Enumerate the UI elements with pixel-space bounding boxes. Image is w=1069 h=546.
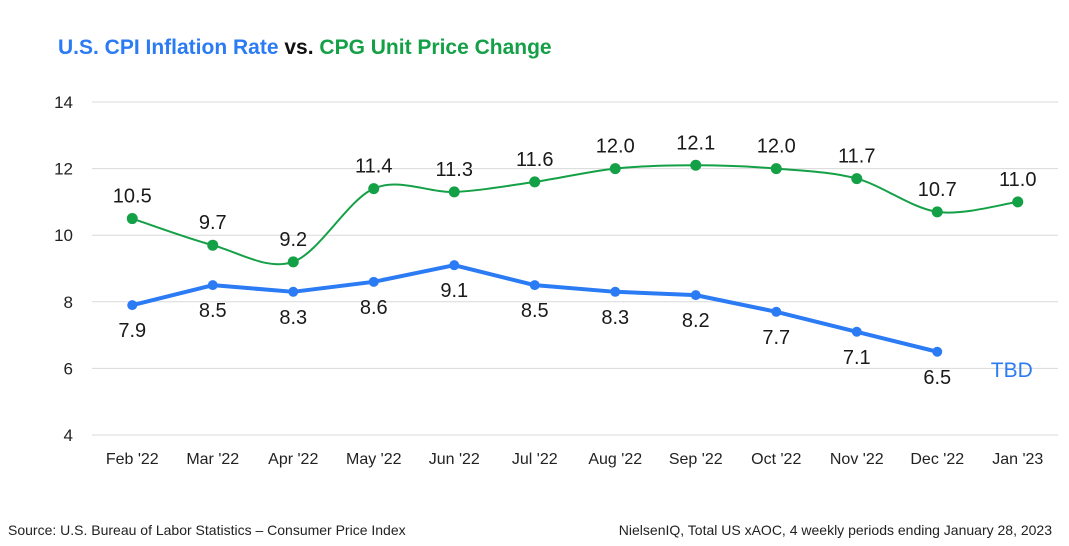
title-cpg: CPG Unit Price Change [319, 36, 552, 59]
data-point-cpi [127, 300, 138, 311]
line-chart: 4 6 8 10 12 14 Feb '22 Mar '22 Apr '22 May '22 Ju… [54, 93, 1058, 468]
x-tick-label: Aug '22 [588, 451, 642, 468]
data-point-cpi [449, 260, 460, 271]
data-label-cpg: 11.4 [355, 156, 392, 178]
x-tick-label: Dec '22 [910, 451, 964, 468]
data-point-cpg [126, 213, 138, 225]
title-cpi: U.S. CPI Inflation Rate [58, 36, 279, 59]
data-label-cpi: 8.5 [521, 300, 549, 322]
x-tick-label: Mar '22 [186, 451, 239, 468]
data-label-cpg: 12.0 [596, 136, 635, 158]
data-label-cpg: 10.5 [113, 186, 152, 208]
data-label-cpg: 11.7 [838, 146, 875, 168]
data-point-cpi [610, 286, 621, 297]
data-labels: 10.5 9.7 9.2 11.4 11.3 11.6 12.0 12.1 12.0 11.7 10… [113, 132, 1037, 388]
data-point-cpg [207, 239, 219, 251]
title-vs: vs. [278, 36, 320, 59]
data-label-cpg: 12.0 [757, 136, 796, 158]
data-point-cpi [207, 280, 218, 291]
data-point-cpg [851, 173, 863, 185]
data-label-cpi: 8.5 [199, 300, 227, 322]
series-points [126, 159, 1024, 357]
y-axis-ticks: 4 6 8 10 12 14 [54, 93, 73, 445]
source-note-right: NielsenIQ, Total US xAOC, 4 weekly perio… [618, 522, 1052, 538]
data-point-cpg [529, 176, 541, 188]
x-tick-label: Apr '22 [268, 451, 318, 468]
data-point-cpi [368, 276, 379, 287]
data-point-cpi [529, 280, 540, 291]
x-tick-label: Sep '22 [669, 451, 723, 468]
data-label-cpg: 11.0 [999, 169, 1036, 191]
x-tick-label: Jun '22 [429, 451, 480, 468]
data-label-cpi: 6.5 [923, 367, 951, 389]
data-point-cpg [609, 163, 621, 175]
y-tick-label: 8 [64, 293, 73, 312]
y-tick-label: 14 [54, 93, 73, 112]
gridlines [92, 101, 1058, 436]
y-tick-label: 6 [64, 359, 73, 378]
data-label-cpg: 9.7 [199, 212, 227, 234]
x-tick-label: Oct '22 [751, 451, 801, 468]
data-label-cpi: 8.6 [360, 297, 388, 319]
series-lines [130, 164, 1019, 354]
y-tick-label: 10 [54, 226, 73, 245]
data-label-cpi: 9.1 [440, 280, 468, 302]
data-point-cpg [931, 206, 943, 218]
data-label-cpg: 10.7 [918, 179, 957, 201]
data-point-cpg [287, 256, 299, 268]
x-tick-label: Jan '23 [992, 451, 1043, 468]
series-line-cpg [131, 164, 1019, 266]
data-point-cpg [1012, 196, 1024, 208]
data-point-cpi [851, 326, 862, 337]
data-point-cpg [690, 159, 702, 171]
x-tick-label: Nov '22 [830, 451, 884, 468]
chart-title: U.S. CPI Inflation Rate vs. CPG Unit Pri… [58, 36, 552, 60]
x-tick-label: Jul '22 [512, 451, 558, 468]
data-label-cpg: 12.1 [676, 132, 715, 154]
data-label-cpi: 7.7 [762, 327, 790, 349]
data-label-cpg: 11.6 [516, 149, 553, 171]
data-label-cpi: 7.9 [118, 320, 146, 342]
data-point-cpi [288, 286, 299, 297]
data-label-cpg: 9.2 [279, 229, 307, 251]
data-label-cpi: 8.3 [601, 307, 629, 329]
data-label-cpi: 8.3 [279, 307, 307, 329]
data-point-cpi [771, 306, 782, 317]
data-point-cpi [932, 346, 943, 357]
x-tick-label: Feb '22 [106, 451, 159, 468]
source-note-left: Source: U.S. Bureau of Labor Statistics … [8, 522, 406, 538]
x-axis-ticks: Feb '22 Mar '22 Apr '22 May '22 Jun '22 Jul '… [106, 451, 1044, 468]
data-label-cpi: 8.2 [682, 310, 710, 332]
x-tick-label: May '22 [346, 451, 402, 468]
data-point-cpg [448, 186, 460, 198]
data-label-cpg: 11.3 [436, 159, 473, 181]
data-point-cpg [368, 183, 380, 195]
data-label-cpi: 7.1 [843, 347, 871, 369]
data-point-cpg [770, 163, 782, 175]
data-point-cpi [690, 290, 701, 301]
y-tick-label: 4 [64, 426, 73, 445]
y-tick-label: 12 [54, 160, 73, 179]
tbd-annotation: TBD [991, 359, 1033, 382]
